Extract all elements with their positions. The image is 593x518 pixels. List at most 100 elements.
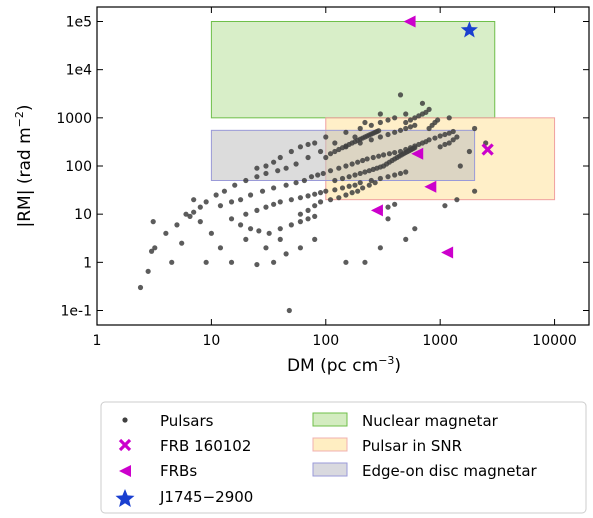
- pulsars-point-1: [145, 268, 151, 274]
- pulsars-point-171: [332, 177, 338, 184]
- pulsars-point-11: [208, 230, 214, 236]
- pulsars-point-13: [228, 259, 235, 265]
- pulsars-point-73: [320, 170, 326, 177]
- pulsars-point-30: [454, 197, 460, 203]
- pulsars-point-58: [191, 209, 197, 215]
- pulsars-point-166: [277, 226, 283, 232]
- legend-j1745-label: J1745−2900: [159, 488, 253, 506]
- frbs-point-1: [411, 147, 424, 160]
- region-nuclear-magnetar: [210, 20, 496, 119]
- y-tick-label-3: 100: [65, 159, 92, 175]
- pulsars-point-172: [339, 175, 346, 182]
- pulsars-point-215: [376, 128, 382, 134]
- legend-pulsar-snr-swatch: [312, 437, 348, 452]
- pulsars-point-17: [271, 259, 277, 265]
- pulsars-point-132: [385, 131, 391, 138]
- pulsars-point-2: [148, 248, 155, 254]
- pulsars-point-21: [297, 245, 304, 251]
- pulsars-point-69: [293, 180, 299, 186]
- legend-pulsars-marker: [122, 417, 128, 423]
- pulsars-point-33: [466, 148, 472, 155]
- pulsars-point-140: [297, 144, 304, 150]
- y-tick-label-5: 1e4: [66, 63, 93, 79]
- pulsars-point-38: [419, 100, 426, 106]
- pulsars-point-118: [392, 172, 398, 178]
- pulsars-point-94: [432, 135, 438, 141]
- pulsars-point-83: [380, 152, 387, 158]
- pulsars-point-170: [312, 213, 318, 219]
- legend-pulsar-snr-label: Pulsar in SNR: [362, 437, 462, 455]
- pulsars-point-98: [450, 128, 456, 135]
- pulsars-point-27: [412, 226, 418, 232]
- pulsars-point-79: [360, 157, 366, 164]
- pulsars-point-159: [385, 204, 391, 210]
- legend-pulsars-label: Pulsars: [160, 412, 214, 430]
- pulsars-point-25: [377, 245, 383, 251]
- pulsars-point-163: [247, 226, 254, 232]
- pulsars-point-112: [346, 183, 352, 189]
- pulsars-point-31: [472, 188, 478, 194]
- pulsars-point-151: [336, 195, 342, 201]
- pulsars-point-74: [327, 168, 334, 174]
- x-tick-label-4: 10000: [532, 333, 577, 349]
- frb-160102-point-0: [481, 143, 494, 156]
- x-axis-label: DM (pc cm−3): [287, 354, 401, 376]
- frbs-point-4: [441, 246, 454, 259]
- pulsars-point-9: [197, 219, 203, 225]
- pulsars-point-225: [435, 117, 441, 123]
- pulsars-point-77: [349, 161, 355, 167]
- pulsars-point-40: [403, 111, 409, 117]
- y-axis-ticks: 1e-1 1 10 100 1000 1e4 1e5: [56, 14, 589, 320]
- pulsars-point-130: [368, 137, 374, 143]
- pulsars-point-70: [301, 177, 307, 184]
- pulsars-point-84: [386, 151, 393, 157]
- pulsars-point-81: [370, 154, 376, 161]
- pulsars-point-80: [364, 156, 370, 162]
- pulsars-point-82: [376, 153, 382, 159]
- pulsars-point-162: [237, 222, 244, 228]
- pulsars-point-144: [254, 165, 260, 171]
- pulsars-point-100: [254, 207, 260, 213]
- data-points: [137, 15, 494, 314]
- pulsars-point-26: [403, 236, 409, 242]
- pulsars-point-173: [346, 174, 352, 180]
- pulsars-point-56: [203, 199, 209, 205]
- pulsars-point-78: [355, 159, 361, 165]
- pulsars-point-104: [288, 197, 294, 203]
- pulsars-point-19: [283, 251, 289, 257]
- pulsars-point-71: [308, 174, 315, 180]
- pulsars-point-6: [179, 240, 185, 246]
- pulsars-point-42: [362, 119, 368, 126]
- pulsars-point-22: [312, 236, 318, 242]
- x-tick-label-0: 1: [93, 333, 102, 349]
- pulsars-point-149: [317, 199, 324, 205]
- pulsars-point-124: [368, 122, 374, 128]
- pulsars-point-131: [377, 134, 383, 140]
- pulsars-point-114: [357, 180, 363, 186]
- legend-frb160102-label: FRB 160102: [160, 437, 251, 455]
- y-axis-label: |RM| (rad m−2): [13, 105, 35, 228]
- pulsars-point-106: [305, 193, 311, 199]
- pulsars-point-177: [366, 168, 372, 174]
- pulsars-point-176: [362, 169, 368, 175]
- pulsars-point-218: [412, 115, 418, 121]
- pulsars-point-103: [277, 199, 283, 205]
- pulsars-point-64: [237, 197, 244, 203]
- pulsars-point-105: [297, 195, 304, 201]
- pulsars-point-216: [403, 119, 409, 126]
- pulsars-point-66: [259, 188, 266, 194]
- pulsars-point-150: [327, 197, 334, 203]
- legend-box: [100, 401, 587, 514]
- pulsars-point-55: [213, 192, 219, 198]
- pulsars-point-3: [150, 219, 156, 225]
- pulsars-point-107: [312, 191, 318, 197]
- pulsars-point-15: [254, 261, 260, 268]
- legend-j1745-marker: [115, 489, 135, 507]
- pulsars-point-221: [423, 109, 429, 115]
- pulsars-point-229: [450, 137, 456, 143]
- pulsars-point-197: [327, 151, 334, 157]
- pulsars-point-169: [305, 216, 311, 222]
- pulsars-point-68: [283, 182, 289, 188]
- pulsars-point-110: [332, 187, 338, 193]
